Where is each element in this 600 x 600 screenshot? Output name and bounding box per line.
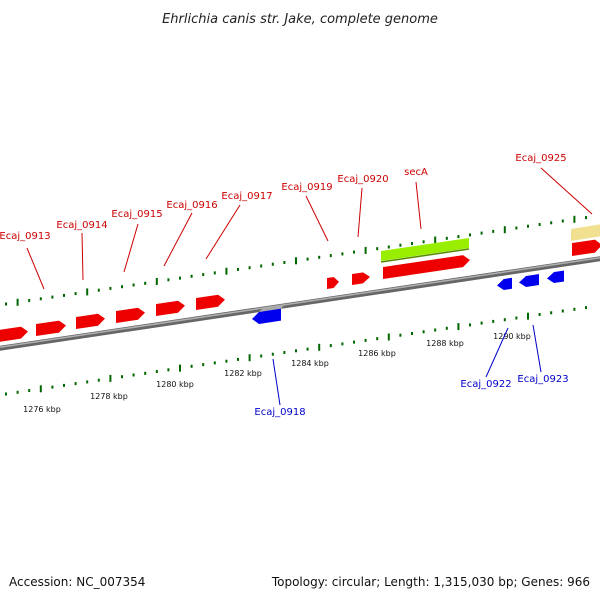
accession-text: Accession: NC_007354 <box>9 575 145 589</box>
reverse-gene <box>519 271 542 287</box>
leader-line <box>540 167 593 215</box>
gene-label: Ecaj_0922 <box>460 379 511 390</box>
forward-gene <box>352 269 370 285</box>
forward-gene <box>0 323 28 342</box>
upper-tick-row <box>5 215 587 306</box>
forward-gene <box>76 310 105 329</box>
forward-gene <box>36 317 66 336</box>
leader-line <box>415 181 422 230</box>
forward-gene <box>383 252 470 279</box>
gene-label: secA <box>404 167 428 178</box>
leader-line <box>163 212 193 267</box>
leader-line <box>357 187 363 238</box>
scale-label: 1276 kbp <box>23 405 61 414</box>
gene-features <box>0 224 600 342</box>
reverse-gene <box>547 267 567 283</box>
leader-line <box>81 232 84 281</box>
genome-summary-text: Topology: circular; Length: 1,315,030 bp… <box>271 575 590 589</box>
reverse-gene <box>252 305 284 324</box>
gene-label: Ecaj_0914 <box>56 220 107 231</box>
scale-label: 1288 kbp <box>426 339 464 348</box>
forward-gene <box>572 236 600 256</box>
leader-line <box>485 327 509 378</box>
leader-line <box>123 223 139 273</box>
map-title: Ehrlichia canis str. Jake, complete geno… <box>162 12 438 27</box>
gene-label: Ecaj_0918 <box>254 407 305 418</box>
leader-line <box>532 324 542 373</box>
gene-label: Ecaj_0916 <box>166 200 217 211</box>
scale-label: 1290 kbp <box>493 332 531 341</box>
forward-gene <box>156 297 185 316</box>
scale-label: 1286 kbp <box>358 349 396 358</box>
lower-tick-row <box>5 306 587 396</box>
scale-label: 1280 kbp <box>156 380 194 389</box>
forward-gene <box>116 304 145 323</box>
gene-label: Ecaj_0917 <box>221 191 272 202</box>
scale-label: 1282 kbp <box>224 369 262 378</box>
gene-label: Ecaj_0919 <box>281 182 332 193</box>
leader-line <box>305 195 329 242</box>
leader-line <box>205 204 241 260</box>
leader-line <box>272 358 281 406</box>
reverse-gene <box>497 274 515 290</box>
genome-backbone <box>0 256 600 351</box>
gene-label: Ecaj_0913 <box>0 231 51 242</box>
secA-feature-bar <box>381 238 469 261</box>
scale-label: 1278 kbp <box>90 392 128 401</box>
scale-labels: 1276 kbp 1278 kbp 1280 kbp 1282 kbp 1284 kbp… <box>23 332 531 414</box>
forward-gene <box>196 291 225 310</box>
scale-label: 1284 kbp <box>291 359 329 368</box>
gene-label: Ecaj_0923 <box>517 374 568 385</box>
forward-gene <box>327 274 339 289</box>
ecaj-0925-feature-bar <box>571 224 600 241</box>
gene-labels: Ecaj_0913 Ecaj_0914 Ecaj_0915 Ecaj_0916 Ecaj… <box>0 153 593 418</box>
gene-label: Ecaj_0915 <box>111 209 162 220</box>
gene-label: Ecaj_0920 <box>337 174 388 185</box>
gene-label: Ecaj_0925 <box>515 153 566 164</box>
leader-line <box>26 247 45 290</box>
